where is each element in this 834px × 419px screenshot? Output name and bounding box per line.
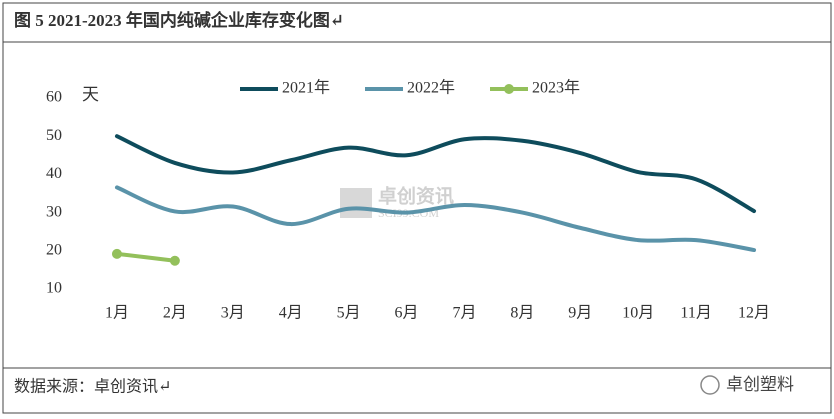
chart-title: 图 5 2021-2023 年国内纯碱企业库存变化图↵ <box>14 10 344 30</box>
x-tick-label: 2月 <box>163 305 187 322</box>
x-tick-label: 12月 <box>738 305 770 322</box>
legend-label: 2023年 <box>532 79 580 97</box>
y-tick-label: 60 <box>46 89 62 106</box>
legend-marker <box>504 84 514 94</box>
y-tick-label: 30 <box>46 203 62 220</box>
x-tick-label: 1月 <box>105 305 129 322</box>
x-tick-label: 9月 <box>568 305 592 322</box>
point <box>169 255 180 266</box>
y-tick-label: 40 <box>46 165 62 182</box>
x-tick-label: 5月 <box>337 305 361 322</box>
legend-label: 2021年 <box>282 79 330 97</box>
y-tick-label: 20 <box>46 241 62 258</box>
watermark-logo <box>340 188 372 218</box>
brand: 卓创塑料 <box>726 375 794 395</box>
legend-label: 2022年 <box>407 79 455 97</box>
series-line <box>114 134 757 214</box>
x-tick-label: 4月 <box>279 305 303 322</box>
y-unit: 天 <box>82 85 99 104</box>
source: 数据来源：卓创资讯↵ <box>14 378 171 396</box>
y-tick-label: 50 <box>46 127 62 144</box>
x-tick-label: 6月 <box>395 305 419 322</box>
frame <box>2 2 832 414</box>
x-tick-label: 10月 <box>622 305 654 322</box>
brand-icon <box>700 375 720 395</box>
point <box>111 248 122 259</box>
watermark: 卓创资讯 <box>378 184 454 207</box>
x-tick-label: 8月 <box>510 305 534 322</box>
x-tick-label: 11月 <box>680 305 711 322</box>
x-tick-label: 7月 <box>452 305 476 322</box>
series-line <box>114 185 757 253</box>
x-tick-label: 3月 <box>221 305 245 322</box>
series-line <box>114 251 177 263</box>
y-tick-label: 10 <box>46 280 62 297</box>
